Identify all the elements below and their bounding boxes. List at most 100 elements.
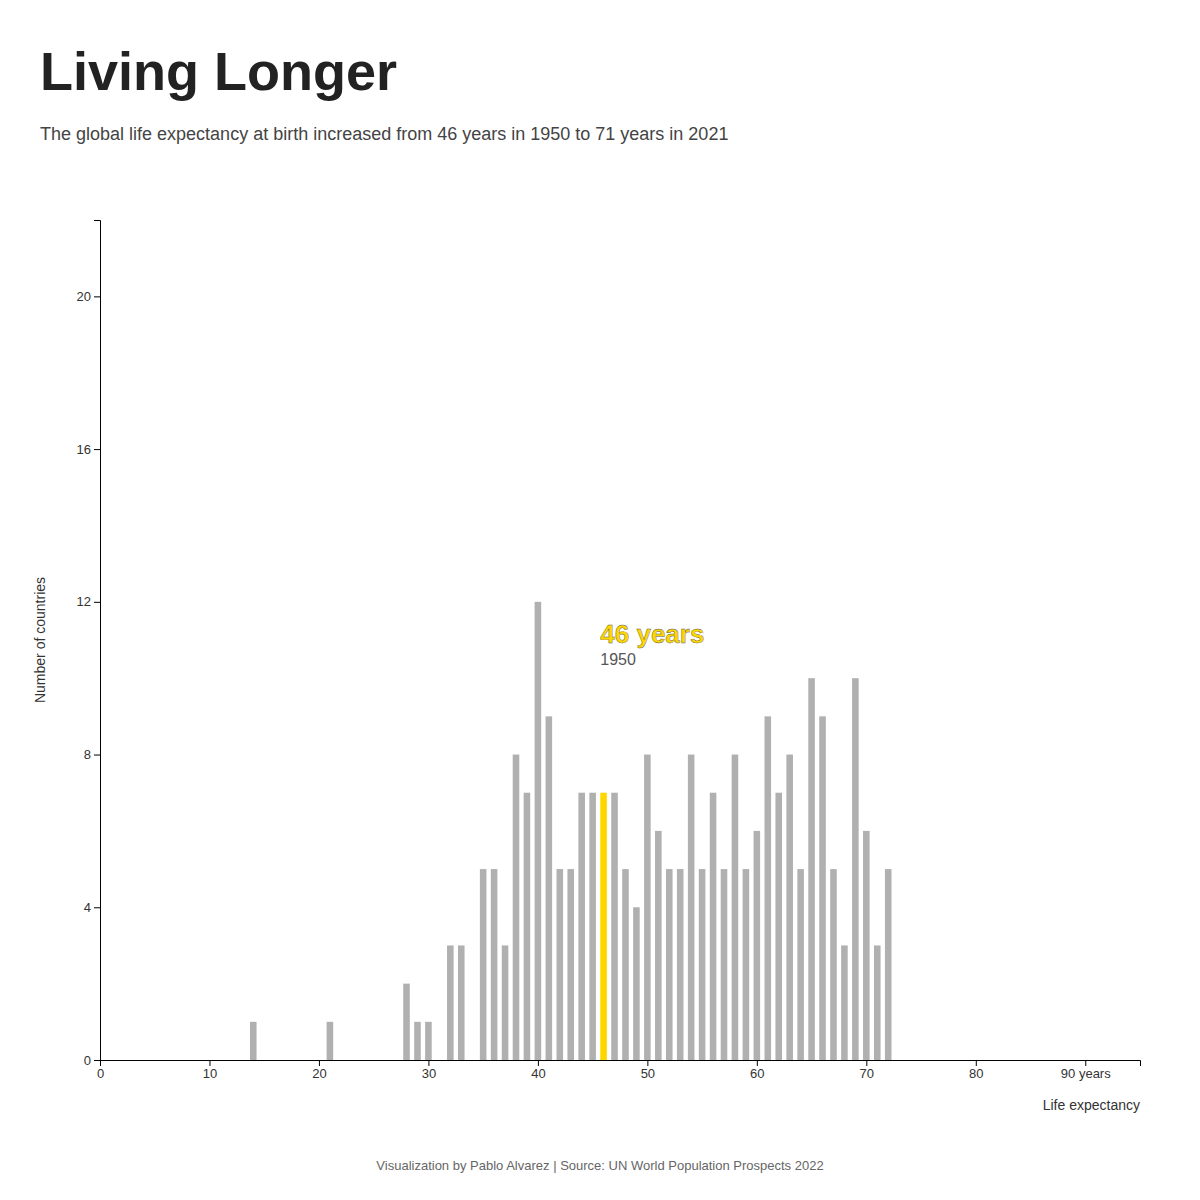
x-tick-label: 40 [531,1066,545,1081]
bar [655,831,662,1060]
bar [502,945,509,1060]
bar [644,755,651,1060]
bar [874,945,881,1060]
x-tick-mark [757,1060,758,1066]
x-tick-label: 90 years [1061,1066,1111,1081]
bar [677,869,684,1060]
x-tick: 20 [312,1060,326,1081]
bar [666,869,673,1060]
bar [721,869,728,1060]
bar [567,869,574,1060]
y-tick-mark [94,907,100,908]
bar [535,602,542,1060]
x-tick-mark [866,1060,867,1066]
x-tick-mark [209,1060,210,1066]
bar [622,869,629,1060]
x-tick: 40 [531,1060,545,1081]
y-tick-mark [94,1060,100,1061]
bar [743,869,750,1060]
x-tick-mark [538,1060,539,1066]
x-tick-mark [1085,1060,1086,1066]
bar [699,869,706,1060]
bar [589,793,596,1060]
y-tick-mark [94,755,100,756]
bar [830,869,837,1060]
x-tick: 0 [97,1060,104,1081]
x-tick-mark [319,1060,320,1066]
bar [403,984,410,1060]
y-tick-mark [94,296,100,297]
bar [797,869,804,1060]
annotations: 46 years 1950 [600,619,704,668]
x-axis: 0 10 20 30 40 50 60 70 80 90 years [97,1060,1141,1081]
x-tick-label: 10 [203,1066,217,1081]
chart: Living Longer The global life expectancy … [0,0,1200,1200]
bar [491,869,498,1060]
x-tick-label: 30 [422,1066,436,1081]
bar [786,755,793,1060]
bar [754,831,761,1060]
y-tick-label: 4 [84,900,91,915]
x-tick: 50 [641,1060,655,1081]
plot: 0 10 20 30 40 50 60 70 80 90 years 0 4 8 12 16 20 Life e… [32,221,1141,1114]
x-axis-line [101,1061,1141,1067]
bar [447,945,454,1060]
x-tick-mark [647,1060,648,1066]
y-tick-mark [94,449,100,450]
bar [425,1022,432,1060]
bar [546,716,553,1060]
x-tick: 30 [422,1060,436,1081]
y-tick: 16 [77,442,100,457]
bar [458,945,465,1060]
x-tick-label: 20 [312,1066,326,1081]
y-axis-line [94,221,101,1061]
bar [250,1022,257,1060]
bar [885,869,892,1060]
y-tick: 8 [84,747,100,762]
bar [765,716,772,1060]
x-axis-title: Life expectancy [1043,1097,1140,1113]
bar [710,793,717,1060]
y-axis-title: Number of countries [32,577,48,703]
bar [524,793,531,1060]
x-tick: 80 [969,1060,983,1081]
bar [414,1022,421,1060]
x-tick-label: 70 [860,1066,874,1081]
annotation: 1950 [600,651,636,668]
y-tick-mark [94,602,100,603]
footer: Visualization by Pablo Alvarez | Source:… [376,1158,823,1173]
y-tick-label: 0 [84,1053,91,1068]
y-tick-label: 20 [77,289,91,304]
bar [611,793,618,1060]
x-tick-mark [976,1060,977,1066]
bar [775,793,782,1060]
bar [819,716,826,1060]
x-tick-mark [428,1060,429,1066]
bar [600,793,607,1060]
title: Living Longer [40,41,397,101]
bar [852,678,859,1060]
bars [250,602,892,1060]
bar [732,755,739,1060]
bar [841,945,848,1060]
y-tick: 20 [77,289,100,304]
bar [327,1022,334,1060]
y-axis: 0 4 8 12 16 20 [77,221,101,1068]
bar [863,831,870,1060]
y-tick: 12 [77,594,100,609]
subtitle: The global life expectancy at birth incr… [40,124,728,144]
bar [808,678,815,1060]
bar [578,793,585,1060]
y-tick-label: 8 [84,747,91,762]
x-tick: 60 [750,1060,764,1081]
x-tick: 10 [203,1060,217,1081]
x-tick-label: 0 [97,1066,104,1081]
x-tick-label: 60 [750,1066,764,1081]
x-tick-label: 50 [641,1066,655,1081]
y-tick: 4 [84,900,100,915]
x-tick: 70 [860,1060,874,1081]
annotation: 46 years [600,619,704,649]
bar [557,869,564,1060]
y-tick-label: 16 [77,442,91,457]
x-tick-label: 80 [969,1066,983,1081]
